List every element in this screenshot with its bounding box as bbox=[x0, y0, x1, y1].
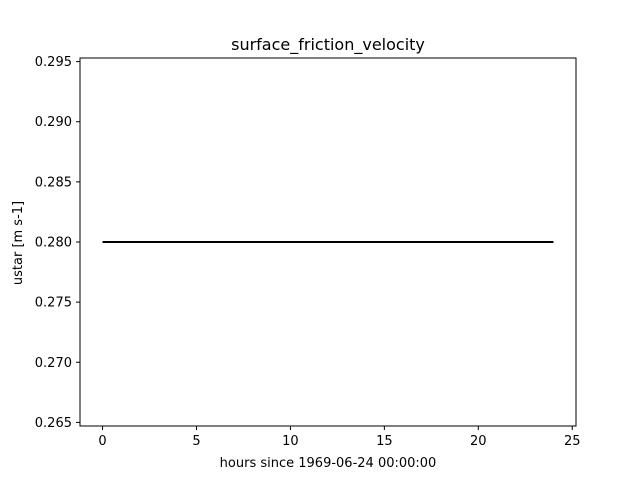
y-tick-label: 0.295 bbox=[35, 55, 72, 70]
y-tick-label: 0.280 bbox=[35, 236, 72, 251]
x-tick-label: 10 bbox=[282, 434, 299, 449]
y-tick-label: 0.290 bbox=[35, 115, 72, 130]
x-tick-label: 0 bbox=[98, 434, 106, 449]
x-axis-label: hours since 1969-06-24 00:00:00 bbox=[220, 456, 437, 471]
x-tick-label: 20 bbox=[470, 434, 487, 449]
x-tick-label: 15 bbox=[376, 434, 393, 449]
y-tick-label: 0.265 bbox=[35, 416, 72, 431]
x-tick-label: 5 bbox=[192, 434, 200, 449]
x-tick-label: 25 bbox=[564, 434, 581, 449]
axes-frame bbox=[79, 57, 577, 427]
y-tick-label: 0.285 bbox=[35, 175, 72, 190]
y-axis-label: ustar [m s-1] bbox=[11, 201, 26, 285]
plot-area: 0 5 10 15 20 25 0.265 0.270 0.275 0.280 0.285 0.290… bbox=[35, 55, 581, 449]
y-tick-label: 0.270 bbox=[35, 356, 72, 371]
chart-title: surface_friction_velocity bbox=[231, 35, 425, 55]
y-tick-label: 0.275 bbox=[35, 296, 72, 311]
